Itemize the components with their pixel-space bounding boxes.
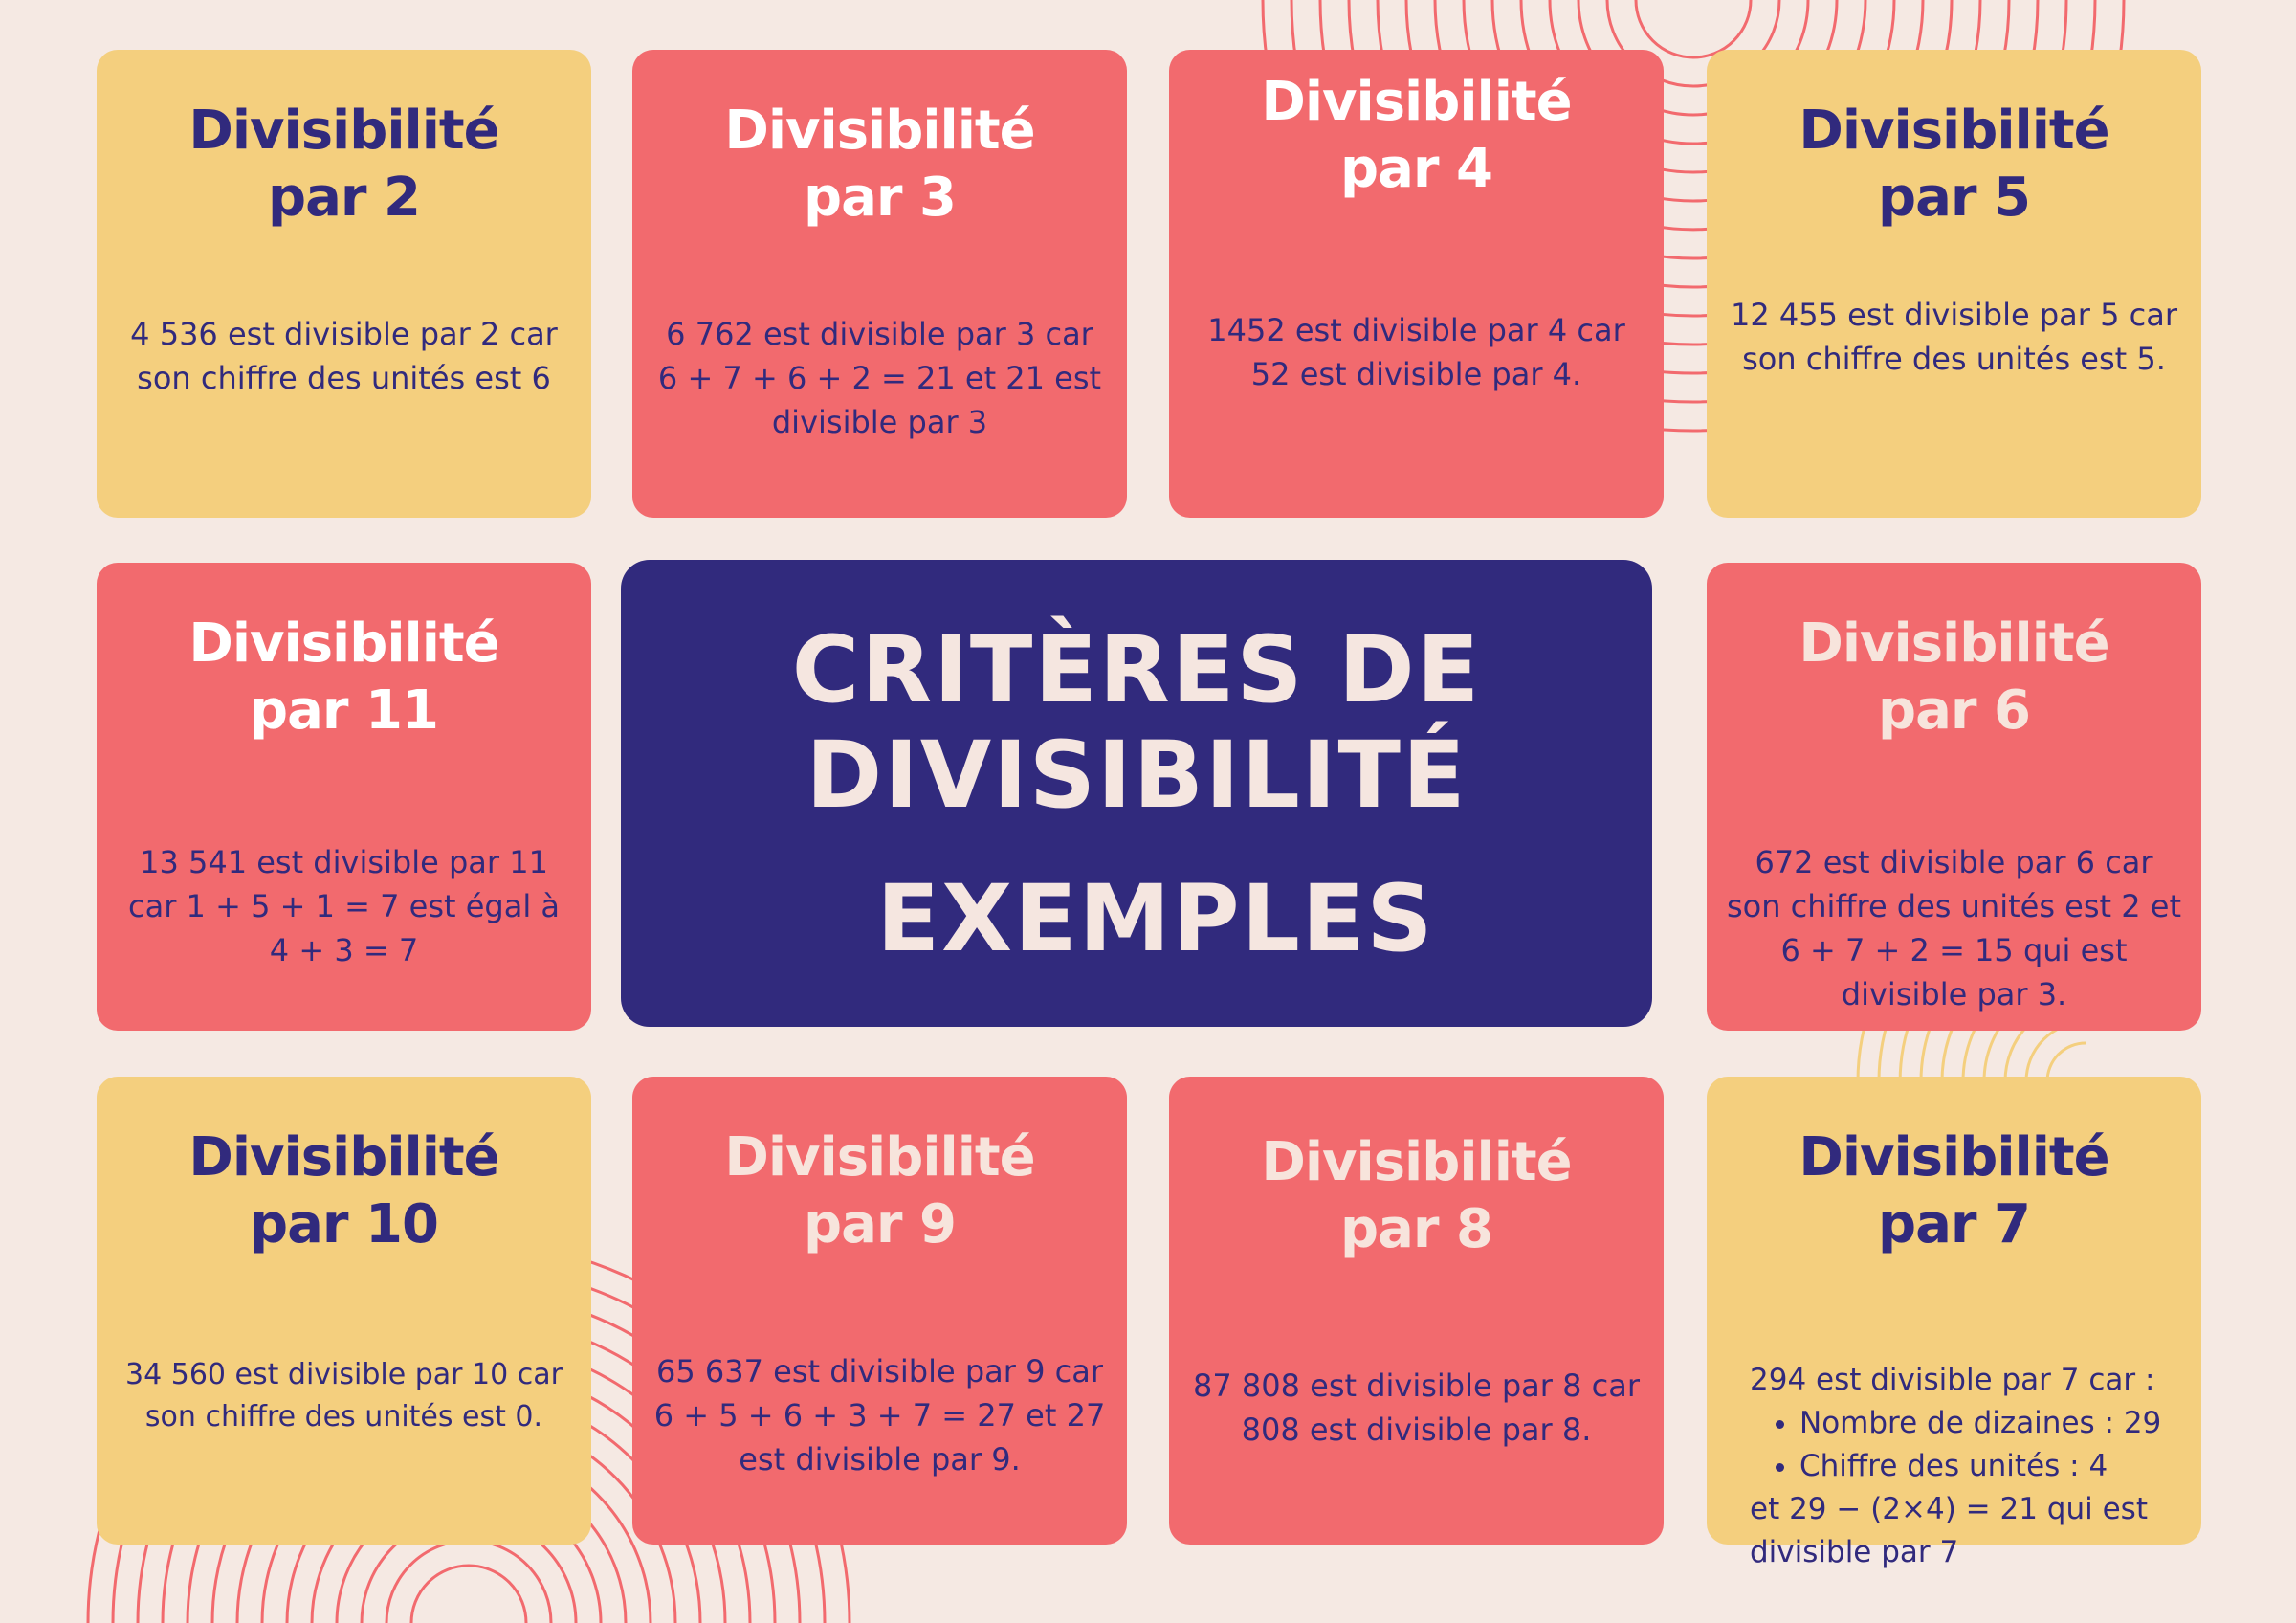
card-title: Divisibilité par 8 xyxy=(1261,1131,1572,1260)
card-divisibility-2: Divisibilité par 2 4 536 est divisible pa… xyxy=(97,50,591,518)
card-text: 1452 est divisible par 4 car 52 est divi… xyxy=(1207,312,1625,392)
card-text-outro: et 29 − (2×4) = 21 qui est divisible par… xyxy=(1750,1492,2148,1569)
card-text: 294 est divisible par 7 car : Nombre de … xyxy=(1726,1359,2182,1574)
card-bullet-list: Nombre de dizaines : 29 Chiffre des unit… xyxy=(1750,1402,2182,1488)
card-text: 12 455 est divisible par 5 car son chiff… xyxy=(1730,297,2177,377)
card-title: Divisibilité par 9 xyxy=(724,1126,1035,1256)
main-title-panel: CRITÈRES DE DIVISIBILITÉ EXEMPLES xyxy=(621,560,1652,1027)
card-text: 65 637 est divisible par 9 car 6 + 5 + 6… xyxy=(653,1353,1106,1478)
decorative-arc xyxy=(1605,0,1781,88)
main-title-line1: CRITÈRES DE xyxy=(791,616,1482,723)
card-text: 672 est divisible par 6 car son chiffre … xyxy=(1726,844,2182,1012)
card-divisibility-11: Divisibilité par 11 13 541 est divisible … xyxy=(97,563,591,1031)
card-title: Divisibilité par 2 xyxy=(188,100,499,229)
card-text-intro: 294 est divisible par 7 car : xyxy=(1750,1363,2155,1397)
card-title: Divisibilité par 5 xyxy=(1799,100,2109,229)
main-title-line3: EXEMPLES xyxy=(876,865,1435,972)
card-text: 34 560 est divisible par 10 car son chif… xyxy=(125,1358,563,1434)
decorative-arc xyxy=(1634,0,1753,59)
card-divisibility-8: Divisibilité par 8 87 808 est divisible p… xyxy=(1169,1077,1664,1545)
card-title: Divisibilité par 6 xyxy=(1799,612,2109,742)
card-title: Divisibilité par 3 xyxy=(724,100,1035,229)
card-title: Divisibilité par 7 xyxy=(1799,1126,2109,1256)
card-divisibility-4: Divisibilité par 4 1452 est divisible par… xyxy=(1169,50,1664,518)
card-text: 6 762 est divisible par 3 car 6 + 7 + 6 … xyxy=(657,316,1102,440)
list-item: Nombre de dizaines : 29 xyxy=(1799,1402,2182,1445)
card-divisibility-5: Divisibilité par 5 12 455 est divisible p… xyxy=(1707,50,2201,518)
decorative-arc xyxy=(409,1564,528,1623)
main-title-line2: DIVISIBILITÉ xyxy=(806,722,1468,829)
card-title: Divisibilité par 11 xyxy=(188,612,499,742)
card-text: 87 808 est divisible par 8 car 808 est d… xyxy=(1192,1367,1640,1448)
list-item: Chiffre des unités : 4 xyxy=(1799,1445,2182,1488)
card-divisibility-10: Divisibilité par 10 34 560 est divisible … xyxy=(97,1077,591,1545)
card-title: Divisibilité par 10 xyxy=(188,1126,499,1256)
card-title: Divisibilité par 4 xyxy=(1261,71,1572,200)
card-divisibility-6: Divisibilité par 6 672 est divisible par … xyxy=(1707,563,2201,1031)
card-text: 13 541 est divisible par 11 car 1 + 5 + … xyxy=(128,844,560,968)
card-text: 4 536 est divisible par 2 car son chiffr… xyxy=(130,316,558,396)
card-divisibility-9: Divisibilité par 9 65 637 est divisible p… xyxy=(632,1077,1127,1545)
card-divisibility-3: Divisibilité par 3 6 762 est divisible pa… xyxy=(632,50,1127,518)
card-divisibility-7: Divisibilité par 7 294 est divisible par … xyxy=(1707,1077,2201,1569)
